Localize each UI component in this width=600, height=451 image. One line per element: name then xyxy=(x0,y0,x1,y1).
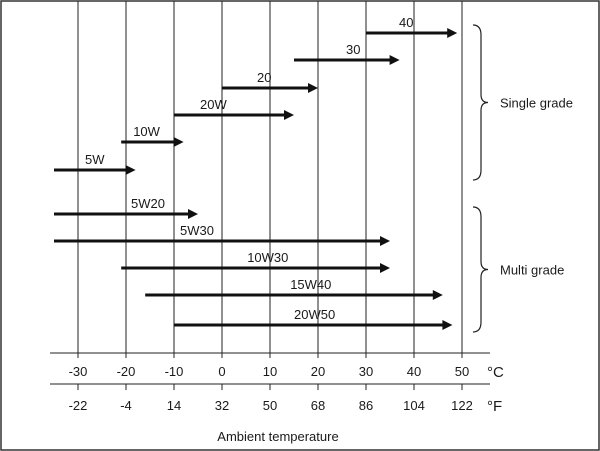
celsius-tick-label: 50 xyxy=(455,364,469,379)
fahrenheit-tick-label: 104 xyxy=(403,398,425,413)
arrowhead-5W20 xyxy=(188,209,198,219)
grade-groups: Single grade Multi grade xyxy=(472,24,573,333)
celsius-tick-label: -10 xyxy=(165,364,184,379)
series-label-20: 20 xyxy=(257,70,271,85)
x-axis-label: Ambient temperature xyxy=(217,429,338,444)
fahrenheit-unit-label: °F xyxy=(487,398,502,415)
arrowhead-30 xyxy=(389,55,400,65)
arrowhead-10W30 xyxy=(380,263,390,273)
arrowhead-20W xyxy=(284,110,294,120)
series-label-5W30: 5W30 xyxy=(180,223,214,238)
series-label-10W30: 10W30 xyxy=(247,250,288,265)
series-label-20W: 20W xyxy=(200,97,227,112)
series-label-10W: 10W xyxy=(133,124,160,139)
arrowhead-10W xyxy=(173,137,184,147)
celsius-tick-label: 40 xyxy=(407,364,421,379)
fahrenheit-tick-label: 122 xyxy=(451,398,473,413)
arrowhead-20 xyxy=(308,83,318,93)
celsius-tick-label: 10 xyxy=(263,364,277,379)
series-label-5W20: 5W20 xyxy=(131,196,165,211)
arrowhead-5W xyxy=(125,165,136,175)
arrowhead-15W40 xyxy=(432,290,443,300)
celsius-tick-label: 30 xyxy=(359,364,373,379)
series-label-40: 40 xyxy=(399,15,413,30)
fahrenheit-tick-label: 68 xyxy=(311,398,325,413)
series-label-20W50: 20W50 xyxy=(294,307,335,322)
arrowhead-20W50 xyxy=(442,320,453,330)
fahrenheit-tick-label: 14 xyxy=(167,398,181,413)
group-brace xyxy=(472,206,489,333)
fahrenheit-tick-label: 32 xyxy=(215,398,229,413)
series-label-15W40: 15W40 xyxy=(290,277,331,292)
series-label-30: 30 xyxy=(346,42,360,57)
temperature-axis: -30 -20 -10 0 10 20 30 40 50 -22 -4 14 32 50 68 86 104 12… xyxy=(50,352,504,415)
group-label: Single grade xyxy=(500,96,573,111)
arrowhead-5W30 xyxy=(380,236,390,246)
series-label-5W: 5W xyxy=(85,152,105,167)
celsius-tick-label: 20 xyxy=(311,364,325,379)
fahrenheit-tick-label: -22 xyxy=(69,398,88,413)
fahrenheit-tick-label: 50 xyxy=(263,398,277,413)
celsius-tick-label: 0 xyxy=(218,364,225,379)
group-label: Multi grade xyxy=(500,263,564,278)
celsius-unit-label: °C xyxy=(487,364,504,381)
fahrenheit-tick-label: 86 xyxy=(359,398,373,413)
fahrenheit-tick-label: -4 xyxy=(120,398,132,413)
celsius-tick-label: -30 xyxy=(69,364,88,379)
group-brace xyxy=(472,24,489,181)
celsius-tick-label: -20 xyxy=(117,364,136,379)
arrowhead-40 xyxy=(447,28,458,38)
